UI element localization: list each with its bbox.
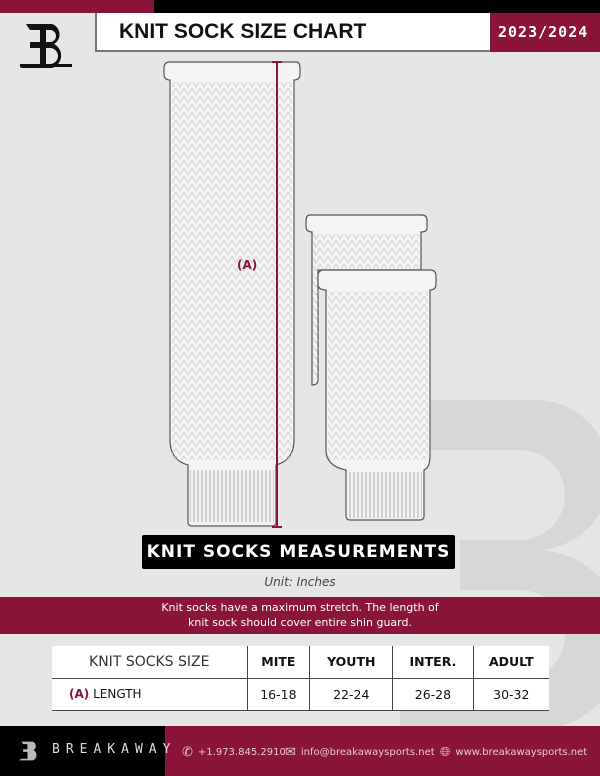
length-measure-line (272, 61, 282, 528)
measure-marker-a: (A) (237, 258, 258, 272)
short-sock-front (317, 269, 437, 521)
top-accent-bar (0, 0, 154, 13)
header-cell: INTER. (392, 646, 474, 679)
row-label: (A) LENGTH (52, 678, 247, 711)
value-cell: 22-24 (309, 678, 393, 711)
stretch-note: Knit socks have a maximum stretch. The l… (0, 597, 600, 634)
season-badge: 2023/2024 (490, 13, 600, 52)
brand-logo (20, 24, 72, 68)
top-black-bar (154, 0, 600, 13)
header-cell: KNIT SOCKS SIZE (52, 646, 247, 679)
sock-diagram (163, 61, 437, 528)
short-sock-back (305, 214, 428, 386)
size-table: KNIT SOCKS SIZE MITE YOUTH INTER. ADULT … (52, 646, 549, 711)
row-marker: (A) (69, 687, 90, 701)
section-label: KNIT SOCKS MEASUREMENTS (142, 535, 455, 569)
value-cell: 30-32 (472, 678, 549, 711)
footer-contact-area (165, 726, 600, 776)
unit-label: Unit: Inches (264, 575, 336, 589)
header-cell: ADULT (472, 646, 549, 679)
long-sock (163, 61, 301, 527)
table-row: (A) LENGTH 16-18 22-24 26-28 30-32 (52, 678, 549, 711)
footer-website[interactable]: 🌐︎ www.breakawaysports.net (440, 745, 587, 760)
footer-email[interactable]: ✉ info@breakawaysports.net (285, 745, 435, 760)
table-header-row: KNIT SOCKS SIZE MITE YOUTH INTER. ADULT (52, 646, 549, 679)
email-text: info@breakawaysports.net (300, 747, 435, 758)
row-label-text: LENGTH (93, 687, 142, 701)
phone-icon: ✆ (182, 745, 193, 760)
value-cell: 26-28 (392, 678, 474, 711)
footer-phone[interactable]: ✆ +1.973.845.2910 (182, 745, 286, 760)
value-cell: 16-18 (246, 678, 310, 711)
footer-brand: BREAKAWAY (52, 742, 177, 757)
header-cell: MITE (246, 646, 310, 679)
globe-icon: 🌐︎ (440, 745, 451, 760)
footer-logo (18, 741, 37, 761)
page-title: KNIT SOCK SIZE CHART (95, 13, 490, 52)
watermark-logo (400, 399, 600, 731)
mail-icon: ✉ (285, 745, 296, 760)
phone-text: +1.973.845.2910 (197, 747, 286, 758)
website-text: www.breakawaysports.net (455, 747, 588, 758)
header-cell: YOUTH (309, 646, 393, 679)
